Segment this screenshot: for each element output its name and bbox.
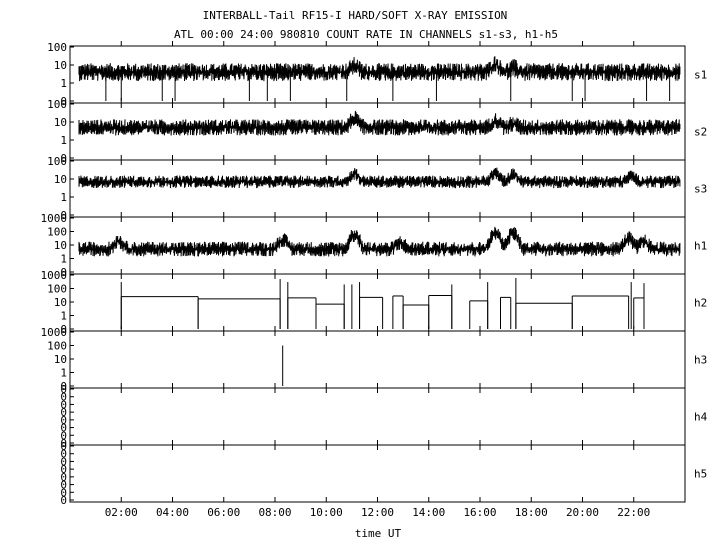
y-tick-label-h5: 0 (60, 440, 67, 453)
y-tick-label-h5: 0 (60, 494, 67, 507)
y-tick-label-h4: 0 (60, 422, 67, 435)
panel-frame-h3 (69, 330, 686, 389)
y-tick-label-s2: 100 (47, 98, 67, 111)
trace-h1 (78, 226, 681, 257)
y-tick-label-h5: 0 (60, 486, 67, 499)
y-tick-label-s3: 100 (47, 155, 67, 168)
y-tick-label-h3: 100 (47, 340, 67, 353)
channel-label-h1: h1 (694, 240, 707, 253)
y-tick-label-h1: 100 (47, 226, 67, 239)
y-tick-label-h4: 0 (60, 398, 67, 411)
x-tick-label: 22:00 (617, 506, 650, 519)
x-tick-label: 20:00 (566, 506, 599, 519)
channel-panels: 1001010s11001010s21001010s310001001010h1… (41, 41, 708, 507)
channel-label-h2: h2 (694, 297, 707, 310)
y-tick-label-s2: 10 (54, 116, 67, 129)
channel-label-h5: h5 (694, 468, 707, 481)
channel-label-h4: h4 (694, 411, 708, 424)
chart-subtitle: ATL 00:00 24:00 980810 COUNT RATE IN CHA… (174, 28, 558, 41)
y-tick-label-h2: 1000 (41, 269, 68, 282)
x-tick-label: 12:00 (361, 506, 394, 519)
y-tick-label-h4: 0 (60, 391, 67, 404)
y-tick-label-h5: 0 (60, 455, 67, 468)
channel-label-h3: h3 (694, 354, 707, 367)
y-tick-label-h2: 100 (47, 283, 67, 296)
y-tick-label-h5: 0 (60, 463, 67, 476)
x-tick-label: 08:00 (258, 506, 291, 519)
panel-frame-s3 (69, 159, 686, 218)
y-tick-label-s3: 1 (60, 191, 67, 204)
panel-frame-h4 (69, 387, 686, 446)
y-tick-label-h5: 0 (60, 471, 67, 484)
y-tick-label-s1: 0 (60, 95, 67, 108)
trace-s1 (78, 56, 681, 82)
trace-s3 (78, 167, 681, 189)
y-tick-label-h1: 1 (60, 253, 67, 266)
y-tick-label-h2: 10 (54, 296, 67, 309)
channel-label-s1: s1 (694, 69, 707, 82)
x-tick-label: 14:00 (412, 506, 445, 519)
y-tick-label-h5: 0 (60, 448, 67, 461)
x-tick-label: 06:00 (207, 506, 240, 519)
y-tick-label-h2: 1 (60, 310, 67, 323)
channel-label-s2: s2 (694, 126, 707, 139)
y-tick-label-h3: 1000 (41, 326, 68, 339)
y-tick-label-s2: 1 (60, 134, 67, 147)
y-tick-label-h4: 0 (60, 437, 67, 450)
y-tick-label-s3: 0 (60, 209, 67, 222)
panel-frame-h2 (69, 273, 686, 332)
x-axis-title: time UT (355, 527, 402, 540)
y-tick-label-h5: 0 (60, 479, 67, 492)
trace-s2 (78, 110, 681, 136)
y-tick-label-h4: 0 (60, 383, 67, 396)
y-tick-label-h4: 0 (60, 406, 67, 419)
x-tick-label: 02:00 (105, 506, 138, 519)
y-tick-label-s1: 10 (54, 59, 67, 72)
y-tick-label-h4: 0 (60, 429, 67, 442)
x-tick-label: 18:00 (515, 506, 548, 519)
channel-label-s3: s3 (694, 183, 707, 196)
y-tick-label-h3: 0 (60, 380, 67, 393)
y-tick-label-s1: 100 (47, 41, 67, 54)
y-tick-label-h4: 0 (60, 414, 67, 427)
y-tick-label-h2: 0 (60, 323, 67, 336)
time-axis: 02:00 04:00 06:00 08:00 10:00 12:00 14:00 16:00… (105, 41, 650, 519)
y-tick-label-h1: 0 (60, 266, 67, 279)
y-tick-label-s2: 0 (60, 152, 67, 165)
y-tick-label-h1: 1000 (41, 212, 68, 225)
chart-title: INTERBALL-Tail RF15-I HARD/SOFT X-RAY EM… (203, 9, 508, 22)
y-tick-label-h3: 10 (54, 353, 67, 366)
y-tick-label-h3: 1 (60, 367, 67, 380)
y-tick-label-s1: 1 (60, 77, 67, 90)
x-tick-label: 04:00 (156, 506, 189, 519)
x-tick-label: 16:00 (463, 506, 496, 519)
panel-frame-h5 (69, 444, 686, 503)
x-tick-label: 10:00 (310, 506, 343, 519)
y-tick-label-h1: 10 (54, 239, 67, 252)
y-tick-label-s3: 10 (54, 173, 67, 186)
